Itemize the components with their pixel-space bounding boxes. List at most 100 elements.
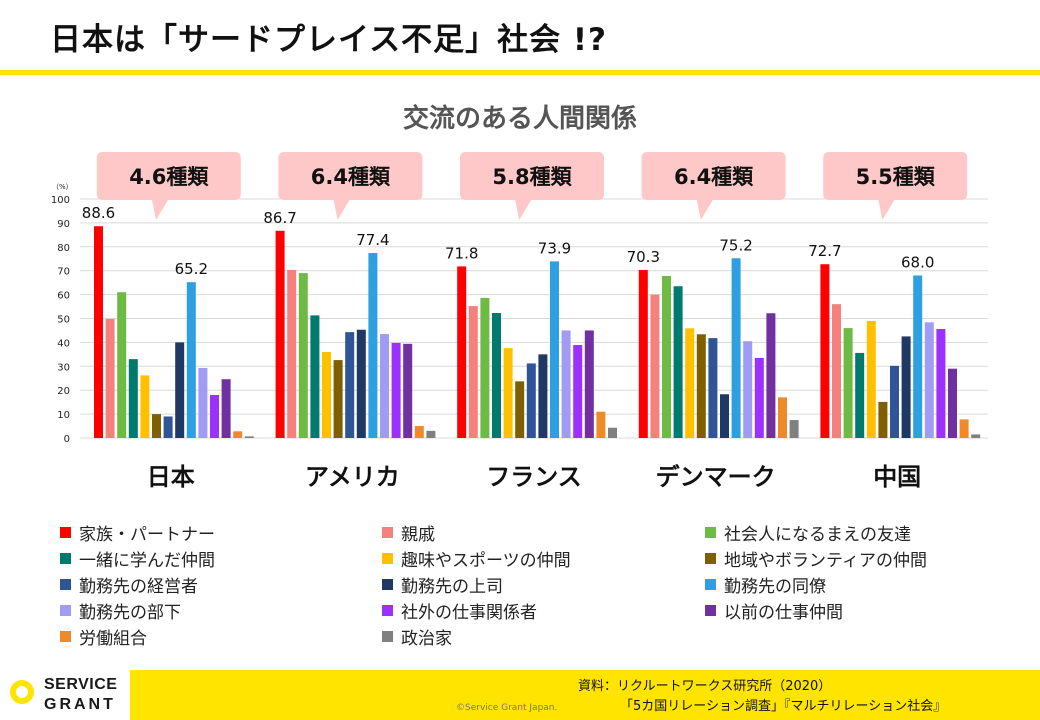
bar bbox=[198, 367, 208, 438]
legend-item: 趣味やスポーツの仲間 bbox=[382, 546, 571, 571]
bar bbox=[526, 363, 536, 438]
bar bbox=[275, 230, 285, 438]
bar bbox=[368, 253, 378, 438]
bar bbox=[356, 329, 366, 438]
callout-bubble bbox=[641, 152, 786, 220]
bar bbox=[152, 414, 161, 438]
category-label: 中国 bbox=[873, 463, 921, 491]
bar bbox=[492, 313, 501, 438]
bar bbox=[855, 352, 865, 438]
callout-bubble bbox=[278, 152, 423, 220]
legend-item: 以前の仕事仲間 bbox=[705, 598, 843, 623]
copyright-notice: ©Service Grant Japan. bbox=[456, 703, 558, 713]
legend-item: 親戚 bbox=[382, 520, 435, 545]
y-tick-label: 70 bbox=[57, 267, 70, 278]
bar bbox=[561, 330, 571, 438]
legend-item: 社会人になるまえの友達 bbox=[705, 520, 911, 545]
data-label: 73.9 bbox=[538, 239, 571, 257]
bar bbox=[186, 282, 196, 438]
category-label: 日本 bbox=[147, 463, 195, 491]
legend-label: 政治家 bbox=[401, 629, 452, 649]
bar bbox=[128, 359, 138, 438]
bar bbox=[573, 345, 583, 438]
legend-swatch bbox=[60, 605, 71, 616]
title-underline bbox=[0, 70, 1040, 75]
legend-item: 一緒に学んだ仲間 bbox=[60, 546, 215, 571]
legend-swatch bbox=[382, 579, 393, 590]
callout-label: 4.6種類 bbox=[129, 165, 209, 189]
bar bbox=[414, 426, 424, 438]
bar bbox=[538, 354, 548, 438]
legend-label: 家族・パートナー bbox=[79, 525, 215, 545]
bar bbox=[380, 334, 389, 438]
bar bbox=[948, 368, 957, 438]
legend-item: 社外の仕事関係者 bbox=[382, 598, 537, 623]
callout-label: 6.4種類 bbox=[311, 165, 391, 189]
category-label: デンマーク bbox=[656, 463, 776, 491]
bar bbox=[638, 269, 648, 438]
callout-label: 5.5種類 bbox=[856, 165, 936, 189]
bar bbox=[244, 436, 254, 438]
bar bbox=[310, 315, 320, 438]
bar bbox=[322, 351, 331, 438]
logo-text-line2: GRANT bbox=[44, 696, 116, 713]
bar bbox=[596, 411, 606, 438]
bar-chart: 0 10 20 30 40 50 60 70 80 90 100 （%） 88.6 65.2 日本 4.6種類… bbox=[51, 152, 988, 491]
data-label: 75.2 bbox=[719, 236, 752, 254]
legend-swatch bbox=[60, 631, 71, 642]
logo-ring-icon bbox=[10, 680, 34, 704]
bar bbox=[503, 348, 513, 438]
legend-label: 社外の仕事関係者 bbox=[401, 603, 537, 623]
data-label: 65.2 bbox=[175, 260, 208, 278]
bar bbox=[913, 275, 923, 438]
y-tick-label: 0 bbox=[64, 434, 70, 445]
legend-swatch bbox=[60, 553, 71, 564]
bar bbox=[789, 420, 799, 438]
legend-label: 勤務先の上司 bbox=[401, 577, 503, 597]
bar bbox=[743, 341, 753, 438]
y-tick-label: 40 bbox=[57, 338, 70, 349]
bar bbox=[403, 343, 413, 438]
bar bbox=[685, 328, 695, 438]
legend-swatch bbox=[60, 579, 71, 590]
bar bbox=[754, 357, 764, 438]
data-label: 71.8 bbox=[445, 244, 478, 262]
callout-label: 5.8種類 bbox=[492, 165, 572, 189]
chart-title: 交流のある人間関係 bbox=[402, 104, 637, 134]
slide-title: 日本は「サードプレイス不足」社会 !? bbox=[50, 22, 607, 58]
bar bbox=[878, 401, 888, 438]
bar bbox=[778, 397, 787, 438]
legend-swatch bbox=[60, 527, 71, 538]
legend-label: 親戚 bbox=[401, 525, 435, 545]
legend-label: 趣味やスポーツの仲間 bbox=[401, 551, 571, 571]
legend-label: 勤務先の経営者 bbox=[79, 577, 198, 597]
bar bbox=[584, 330, 594, 438]
callout-label: 6.4種類 bbox=[674, 165, 754, 189]
bar bbox=[345, 332, 355, 438]
data-label: 88.6 bbox=[82, 204, 115, 222]
bar bbox=[866, 320, 876, 438]
legend-item: 勤務先の経営者 bbox=[60, 572, 198, 597]
legend-item: 地域やボランティアの仲間 bbox=[705, 546, 927, 571]
bar bbox=[210, 394, 219, 438]
legend-label: 勤務先の部下 bbox=[79, 603, 181, 623]
y-tick-label: 20 bbox=[57, 386, 70, 397]
bar bbox=[766, 313, 776, 438]
source-citation-line1: 資料：リクルートワークス研究所（2020） bbox=[578, 679, 832, 694]
bar bbox=[233, 431, 243, 438]
legend-swatch bbox=[382, 553, 393, 564]
legend-item: 労働組合 bbox=[60, 624, 147, 649]
y-tick-label: 30 bbox=[57, 362, 70, 373]
bar bbox=[480, 297, 490, 438]
bar bbox=[140, 375, 150, 438]
data-label: 77.4 bbox=[356, 231, 389, 249]
bar bbox=[662, 275, 671, 438]
legend-swatch bbox=[705, 527, 716, 538]
bar bbox=[832, 304, 841, 438]
y-tick-label: 80 bbox=[57, 243, 70, 254]
bar bbox=[971, 434, 981, 438]
y-tick-label: 10 bbox=[57, 410, 70, 421]
legend-label: 地域やボランティアの仲間 bbox=[724, 551, 927, 571]
callout-bubble bbox=[96, 152, 241, 220]
bar bbox=[117, 292, 127, 438]
